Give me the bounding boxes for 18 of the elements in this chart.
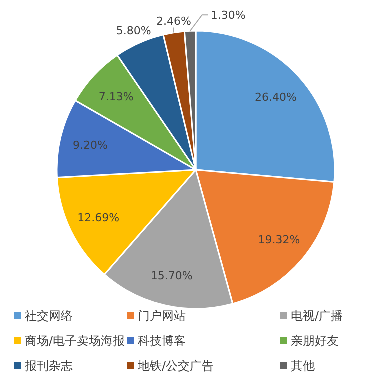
data-label: 7.13% xyxy=(98,90,134,104)
legend-label: 商场/电子卖场海报 xyxy=(25,334,126,348)
data-label: 1.30% xyxy=(210,9,246,22)
data-label: 15.70% xyxy=(150,270,193,283)
legend-label: 社交网络 xyxy=(25,309,73,323)
legend-label: 地铁/公交广告 xyxy=(137,359,214,373)
data-label: 9.20% xyxy=(73,138,108,152)
data-label: 5.80% xyxy=(116,24,152,38)
legend-label: 电视/广播 xyxy=(291,309,344,323)
data-label: 2.46% xyxy=(156,14,192,28)
legend-label: 报刊杂志 xyxy=(24,359,73,373)
data-label: 12.69% xyxy=(78,212,120,225)
data-label: 26.40% xyxy=(254,90,297,104)
data-label: 19.32% xyxy=(258,233,300,246)
legend-label: 科技博客 xyxy=(138,334,186,348)
legend-label: 其他 xyxy=(291,359,315,373)
legend-label: 亲朋好友 xyxy=(291,334,339,348)
legend-label: 门户网站 xyxy=(138,309,186,323)
